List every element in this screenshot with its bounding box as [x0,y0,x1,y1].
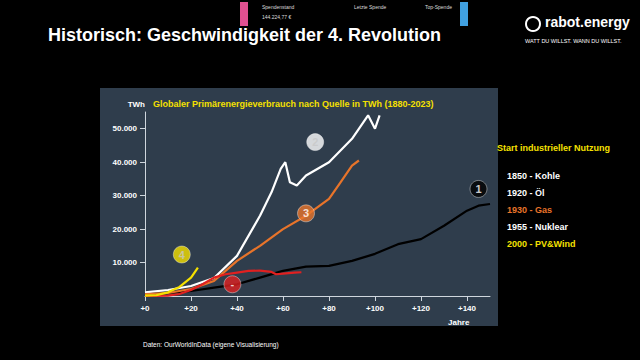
svg-text:Jahre: Jahre [448,318,470,327]
svg-text:40.000: 40.000 [113,158,138,167]
svg-text:10.000: 10.000 [113,258,138,267]
svg-text:20.000: 20.000 [113,225,138,234]
svg-text:144.224,77 €: 144.224,77 € [262,14,291,20]
svg-text:+40: +40 [230,304,244,313]
svg-text:50.000: 50.000 [113,124,138,133]
svg-text:1955 - Nuklear: 1955 - Nuklear [507,222,569,232]
svg-text:Letzte Spende: Letzte Spende [354,4,386,10]
svg-text:4: 4 [179,249,186,261]
svg-text:1920 - Öl: 1920 - Öl [507,188,545,198]
svg-text:rabot.energy: rabot.energy [545,14,630,30]
svg-text:Historisch: Geschwindigkeit de: Historisch: Geschwindigkeit der 4. Revol… [48,25,441,45]
svg-text:TWh: TWh [128,100,145,109]
svg-text:Start industrieller Nutzung: Start industrieller Nutzung [497,143,610,153]
svg-text:2: 2 [312,136,318,148]
svg-text:1930 - Gas: 1930 - Gas [507,205,552,215]
svg-text:+60: +60 [276,304,290,313]
svg-text:+120: +120 [412,304,431,313]
svg-text:Spendenstand: Spendenstand [262,4,294,10]
svg-text:Top-Spende: Top-Spende [425,4,452,10]
svg-text:-: - [231,278,235,290]
svg-text:Globaler Primärenergieverbrauc: Globaler Primärenergieverbrauch nach Que… [153,99,434,109]
svg-text:3: 3 [303,207,309,219]
svg-text:2000 - PV&Wind: 2000 - PV&Wind [507,239,575,249]
svg-text:+20: +20 [184,304,198,313]
svg-text:WATT DU WILLST. WANN DU WILLST: WATT DU WILLST. WANN DU WILLST. [525,38,622,44]
svg-text:30.000: 30.000 [113,191,138,200]
svg-text:1: 1 [475,183,481,195]
svg-text:+140: +140 [458,304,477,313]
svg-text:Daten: OurWorldInData (eigene: Daten: OurWorldInData (eigene Visualisie… [143,341,279,349]
svg-text:1850 - Kohle: 1850 - Kohle [507,171,560,181]
svg-text:+80: +80 [322,304,336,313]
svg-text:+0: +0 [140,304,150,313]
svg-text:+100: +100 [366,304,385,313]
